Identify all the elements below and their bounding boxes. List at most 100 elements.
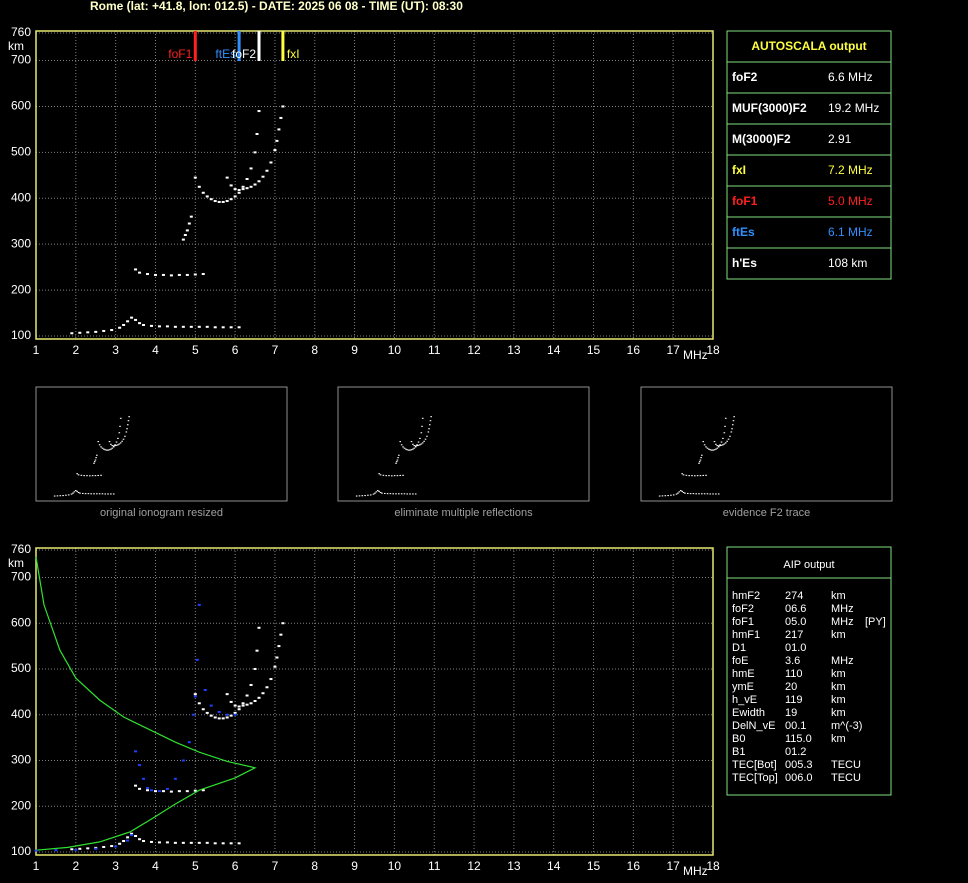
echo-point <box>189 215 193 218</box>
echo-point <box>241 185 245 188</box>
aip-unit: km <box>831 681 846 693</box>
x-tick-label: 15 <box>587 859 601 873</box>
echo-point <box>706 447 709 449</box>
echo-point <box>724 442 727 444</box>
echo-point <box>54 849 58 852</box>
echo-point <box>134 750 138 753</box>
echo-point <box>364 495 366 497</box>
aip-name: DelN_vE <box>732 720 775 732</box>
echo-point <box>705 446 707 448</box>
echo-point <box>399 441 402 443</box>
echo-point <box>428 428 430 430</box>
x-tick-label: 5 <box>192 859 199 873</box>
echo-point <box>193 693 197 696</box>
aip-value: 005.3 <box>785 759 813 771</box>
aip-value: 274 <box>785 590 803 602</box>
echo-point <box>245 177 249 181</box>
echo-point <box>400 444 403 446</box>
x-tick-label: 4 <box>152 343 159 357</box>
echo-point <box>65 494 67 496</box>
x-tick-label: 12 <box>467 343 481 357</box>
echo-point <box>117 437 119 439</box>
echo-point <box>101 447 104 449</box>
echo-point <box>722 444 724 446</box>
aip-name: D1 <box>732 642 746 654</box>
echo-point <box>245 703 249 706</box>
echo-point <box>679 490 682 492</box>
x-tick-label: 9 <box>351 343 358 357</box>
echo-point <box>692 493 695 495</box>
aip-value: 119 <box>785 694 803 706</box>
echo-point <box>229 842 233 845</box>
echo-point <box>724 425 726 427</box>
echo-point <box>124 435 126 437</box>
echo-point <box>681 490 683 492</box>
echo-point <box>407 449 410 451</box>
echo-point <box>197 325 201 328</box>
echo-point <box>209 198 213 201</box>
aip-unit: MHz <box>831 603 854 615</box>
echo-point <box>403 447 406 449</box>
echo-point <box>185 273 189 276</box>
echo-point <box>181 841 185 844</box>
echo-point <box>379 491 382 494</box>
y-axis-unit: km <box>8 556 24 570</box>
echo-point <box>383 492 386 495</box>
echo-point <box>386 493 389 495</box>
echo-point <box>153 273 157 276</box>
echo-point <box>713 441 716 443</box>
echo-point <box>84 493 87 495</box>
echo-point <box>217 200 221 203</box>
echo-point <box>698 461 701 463</box>
echo-point <box>253 700 257 703</box>
echo-point <box>400 493 403 495</box>
echo-point <box>253 183 257 186</box>
echo-point <box>719 445 721 447</box>
echo-point <box>249 702 253 705</box>
echo-point <box>34 849 38 852</box>
echo-point <box>670 494 672 496</box>
echo-point <box>378 490 380 492</box>
echo-point <box>70 493 73 495</box>
echo-point <box>698 493 700 495</box>
echo-point <box>122 840 126 843</box>
echo-point <box>724 417 727 419</box>
echo-point <box>138 787 142 790</box>
echo-point <box>417 444 420 446</box>
echo-point <box>398 454 400 456</box>
echo-point <box>130 316 134 319</box>
echo-point <box>142 777 146 780</box>
aip-value: 01.2 <box>785 746 806 758</box>
echo-point <box>157 325 161 328</box>
echo-point <box>430 416 432 418</box>
echo-point <box>157 841 161 844</box>
echo-point <box>419 437 421 439</box>
echo-point <box>53 495 56 497</box>
echo-point <box>382 474 385 476</box>
echo-point <box>203 689 207 692</box>
echo-point <box>720 441 723 443</box>
echo-point <box>161 790 165 793</box>
x-tick-label: 7 <box>272 859 279 873</box>
echo-point <box>205 195 209 198</box>
echo-point <box>715 493 717 495</box>
echo-point <box>197 841 201 844</box>
echo-point <box>125 431 128 433</box>
echo-point <box>221 842 225 845</box>
echo-point <box>94 330 98 333</box>
echo-point <box>205 711 209 714</box>
echo-point <box>110 845 114 848</box>
echo-point <box>393 475 396 477</box>
echo-point <box>237 191 241 194</box>
thumbnail-frame <box>640 386 893 502</box>
echo-point <box>142 323 146 326</box>
echo-point <box>213 716 217 719</box>
parameter-value: 7.2 MHz <box>828 163 873 177</box>
echo-point <box>731 424 734 426</box>
x-tick-label: 6 <box>232 343 239 357</box>
echo-point <box>717 445 720 447</box>
echo-point <box>110 443 112 445</box>
echo-point <box>265 169 269 172</box>
echo-point <box>119 442 122 444</box>
echo-point <box>253 667 257 670</box>
